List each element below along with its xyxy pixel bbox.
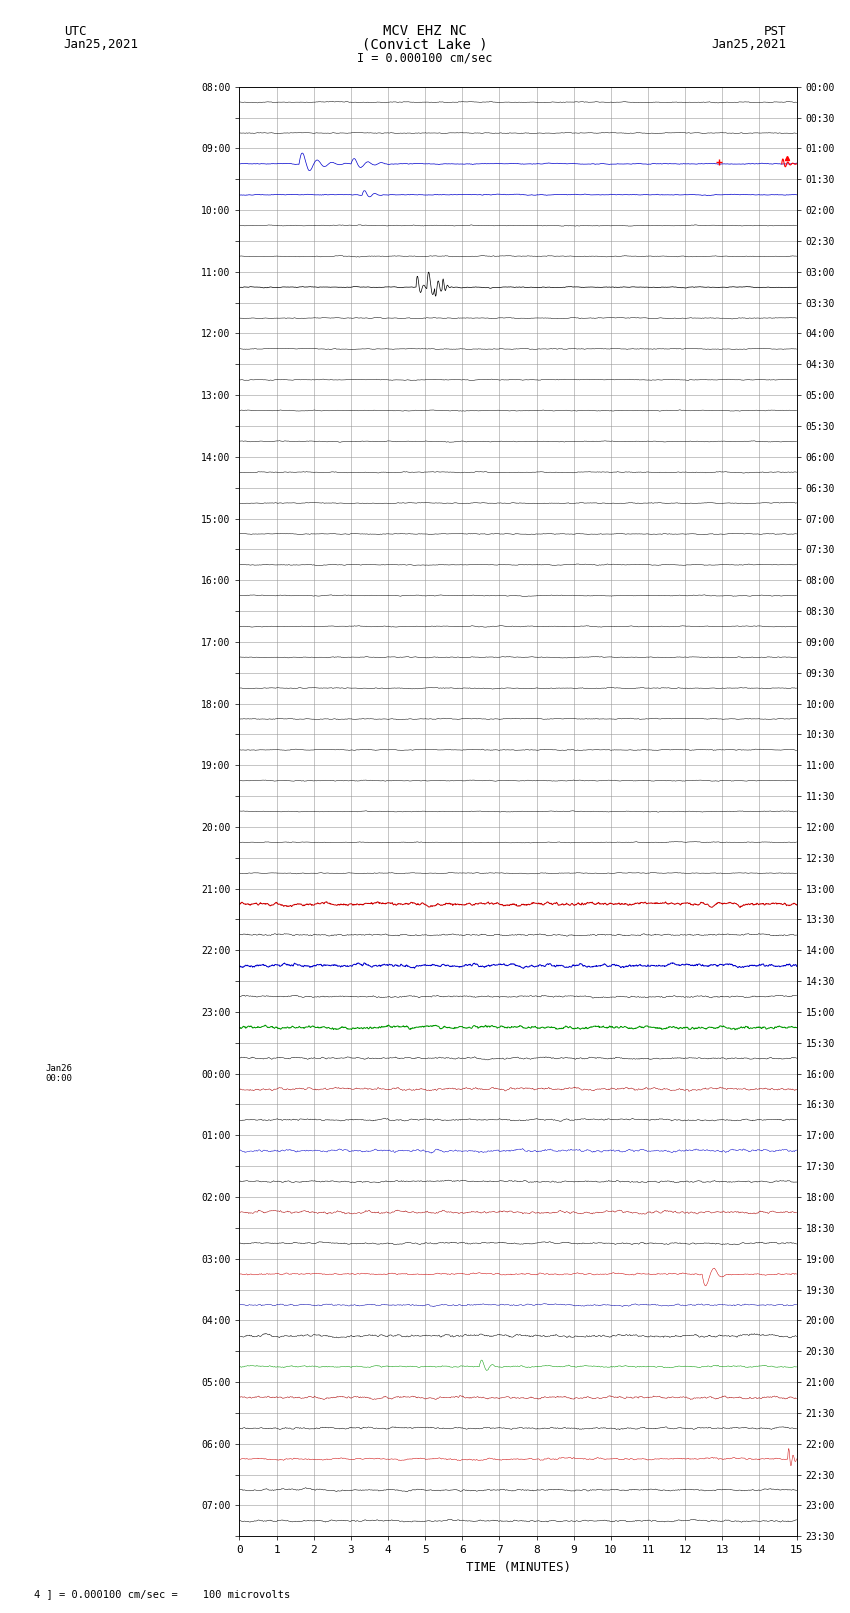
Text: Jan25,2021: Jan25,2021 [64,39,139,52]
Text: (Convict Lake ): (Convict Lake ) [362,37,488,52]
Text: UTC: UTC [64,26,86,39]
Text: Jan25,2021: Jan25,2021 [711,39,786,52]
Text: Jan26
00:00: Jan26 00:00 [46,1065,72,1084]
Text: MCV EHZ NC: MCV EHZ NC [383,24,467,39]
Text: I = 0.000100 cm/sec: I = 0.000100 cm/sec [357,52,493,65]
Text: PST: PST [764,26,786,39]
Text: 4 ] = 0.000100 cm/sec =    100 microvolts: 4 ] = 0.000100 cm/sec = 100 microvolts [34,1589,290,1598]
X-axis label: TIME (MINUTES): TIME (MINUTES) [466,1561,570,1574]
